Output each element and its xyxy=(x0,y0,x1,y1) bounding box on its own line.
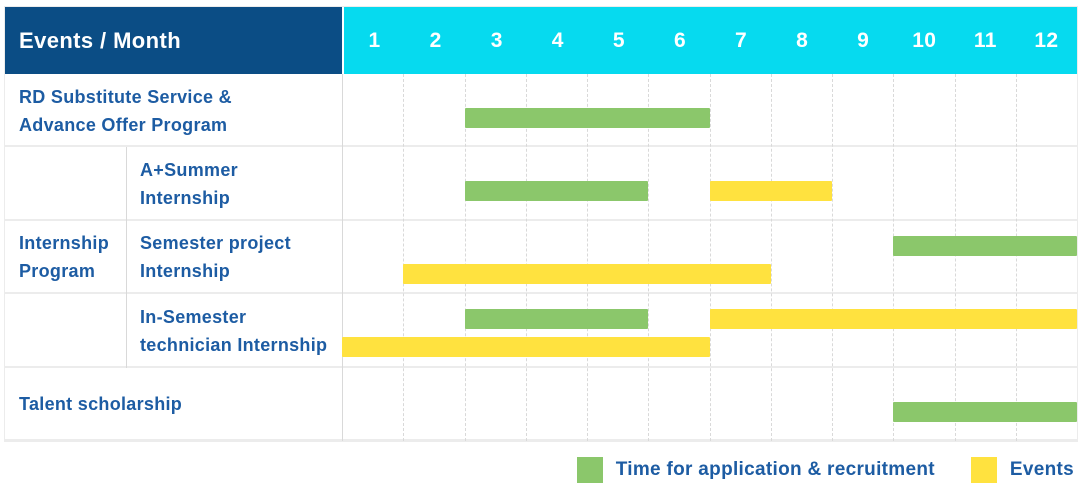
row-separator xyxy=(5,365,1077,368)
month-gridline xyxy=(893,74,895,441)
group-label-line: Program xyxy=(19,261,96,282)
month-header-3: 3 xyxy=(490,28,503,52)
month-header-10: 10 xyxy=(912,28,937,52)
month-header-2: 2 xyxy=(429,28,442,52)
month-gridline xyxy=(770,74,772,441)
legend: Time for application & recruitment Events xyxy=(576,452,1074,488)
label-column-border xyxy=(342,74,343,441)
row-label-talent-scholarship: Talent scholarship xyxy=(5,368,342,441)
legend-swatch-recruitment xyxy=(576,457,603,483)
bar-recruitment-rd-substitute-service xyxy=(464,108,710,128)
month-gridline xyxy=(1015,74,1017,441)
legend-item-event: Events xyxy=(970,457,1074,483)
group-sub-divider xyxy=(126,147,127,368)
row-label-line: Semester project xyxy=(140,233,291,254)
month-gridline xyxy=(648,74,650,441)
month-header-8: 8 xyxy=(796,28,809,52)
month-gridline xyxy=(709,74,711,441)
month-header-1: 1 xyxy=(368,28,381,52)
group-label-internship-program: Internship Program xyxy=(5,147,126,367)
row-label-line: A+Summer xyxy=(140,160,238,181)
group-label-line: Internship xyxy=(19,233,110,254)
month-gridline xyxy=(525,74,527,441)
month-header-11: 11 xyxy=(973,28,997,52)
row-separator xyxy=(5,218,1077,221)
month-gridline xyxy=(832,74,833,441)
bar-event-a-plus-summer-internship xyxy=(709,181,832,202)
month-header-row: 1 2 3 4 5 6 7 8 9 10 11 12 xyxy=(342,7,1077,74)
month-gridline xyxy=(587,74,588,441)
row-label-in-semester-technician-internship: In-Semester technician Internship xyxy=(126,294,342,367)
legend-label-recruitment: Time for application & recruitment xyxy=(615,459,935,480)
bar-recruitment-a-plus-summer-internship xyxy=(464,181,649,202)
row-label-line: Internship xyxy=(140,261,231,282)
legend-swatch-event xyxy=(970,457,997,483)
row-label-a-plus-summer-internship: A+Summer Internship xyxy=(126,147,342,220)
bar-event-in-semester-technician-internship xyxy=(709,309,1077,330)
month-header-4: 4 xyxy=(551,28,564,52)
row-label-rd-substitute-service: RD Substitute Service & Advance Offer Pro… xyxy=(5,74,342,147)
month-header-12: 12 xyxy=(1034,28,1059,52)
row-label-line: technician Internship xyxy=(140,334,328,355)
header-events-month: Events / Month xyxy=(5,7,342,74)
row-label-line: In-Semester xyxy=(140,306,247,327)
bar-recruitment-talent-scholarship xyxy=(893,401,1077,422)
row-separator xyxy=(5,145,1077,148)
month-header-5: 5 xyxy=(612,28,625,52)
month-gridline xyxy=(464,74,466,441)
row-separator xyxy=(5,439,1077,441)
row-label-line: Internship xyxy=(140,188,231,209)
month-gridline xyxy=(954,74,956,441)
row-label-semester-project-internship: Semester project Internship xyxy=(126,221,342,294)
row-separator xyxy=(5,292,1077,295)
bar-recruitment-in-semester-technician-internship xyxy=(464,309,649,330)
legend-item-recruitment: Time for application & recruitment xyxy=(576,457,935,483)
month-header-7: 7 xyxy=(735,28,747,52)
row-label-line: RD Substitute Service & xyxy=(19,86,232,107)
row-label-line: Talent scholarship xyxy=(19,394,183,415)
legend-label-event: Events xyxy=(1009,459,1074,480)
month-header-9: 9 xyxy=(857,28,870,52)
bar-event-in-semester-technician-internship xyxy=(342,337,710,358)
bar-event-semester-project-internship xyxy=(403,263,771,284)
bar-recruitment-semester-project-internship xyxy=(893,235,1077,256)
month-gridline xyxy=(403,74,405,441)
row-label-line: Advance Offer Program xyxy=(19,114,228,135)
gantt-table: Events / Month 1 2 3 4 5 6 7 8 9 10 11 12 Internshi… xyxy=(4,6,1078,442)
month-header-6: 6 xyxy=(673,28,686,52)
